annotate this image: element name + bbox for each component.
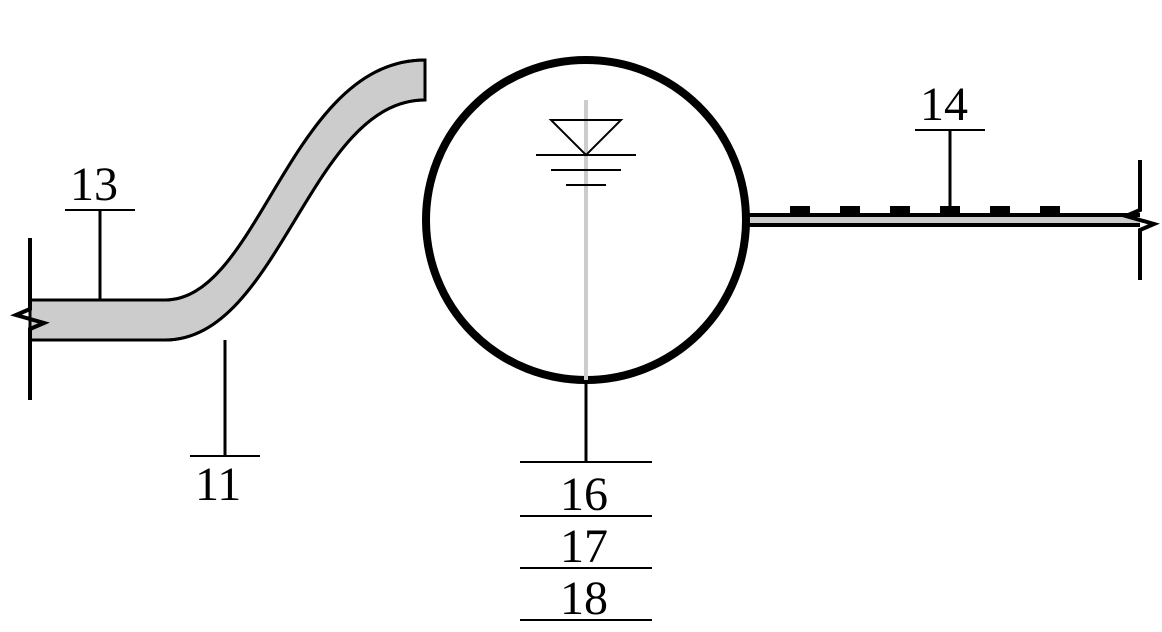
label-17: 17 [560, 520, 608, 573]
right-pipe-dash [990, 206, 1010, 216]
diagram-canvas: 13 11 14 161718 [0, 0, 1162, 632]
right-pipe-dash [890, 206, 910, 216]
right-pipe-dash [840, 206, 860, 216]
label-18: 18 [560, 572, 608, 625]
label-11: 11 [195, 458, 241, 511]
label-14: 14 [920, 78, 968, 131]
right-pipe-dash [1040, 206, 1060, 216]
label-16: 16 [560, 468, 608, 521]
label-13: 13 [70, 158, 118, 211]
right-pipe-dash [790, 206, 810, 216]
